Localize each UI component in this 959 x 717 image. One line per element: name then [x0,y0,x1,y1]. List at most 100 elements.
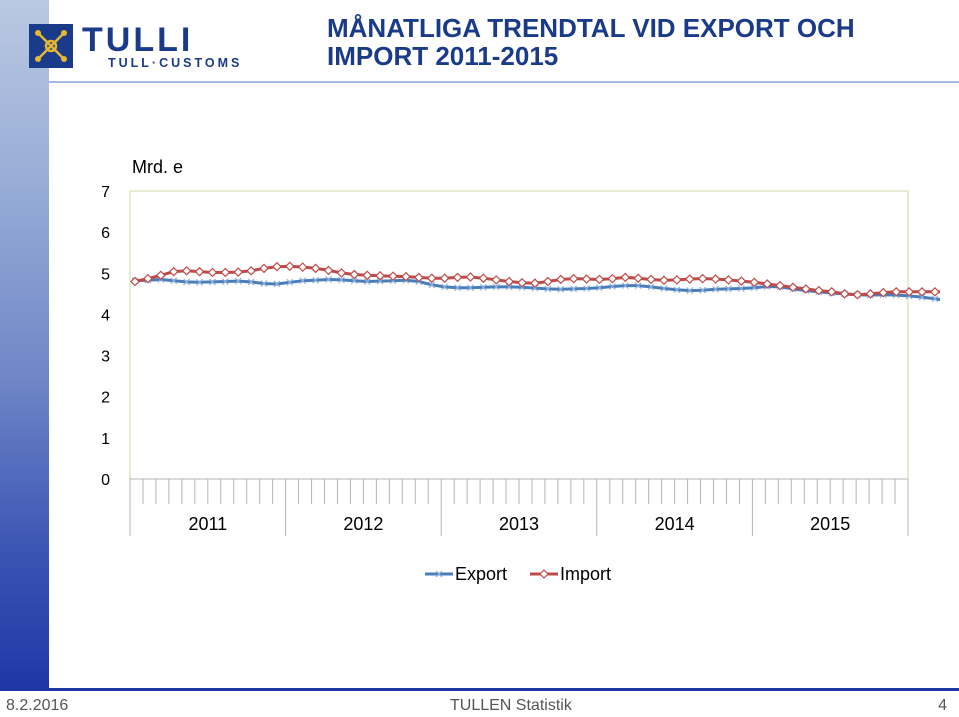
data-point-export [196,278,203,286]
data-point-export [183,278,191,286]
data-point-import [310,263,321,274]
data-point-export [221,278,229,285]
data-point-import [207,267,218,278]
data-point-import [401,271,411,282]
data-point-import [272,261,282,272]
data-point-export [634,282,642,290]
x-axis: 2011 2012 2013 2014 2015 [129,478,909,536]
footer-title: TULLEN Statistik [450,697,572,714]
data-point-import [130,276,140,287]
data-point-import [568,273,579,284]
data-point-export [505,283,513,291]
data-point-import [259,263,269,274]
footer-date: 8.2.2016 [6,697,69,714]
x-year-label: 2015 [810,514,850,534]
data-point-export [492,283,500,291]
data-point-import [646,274,656,285]
data-point-import [246,265,256,276]
data-point-export [350,277,358,285]
data-point-import [930,286,940,297]
title-divider [49,81,959,83]
y-tick-label: 1 [101,431,110,448]
data-point-import [323,265,334,276]
data-point-export [699,286,707,294]
data-point-export [454,284,461,292]
data-point-import [491,275,502,285]
slide-title: MÅNATLIGA TRENDTAL VID EXPORT OCH IMPORT… [327,13,855,71]
data-point-export [299,277,307,285]
data-point-export [673,286,681,294]
data-point-export [750,284,758,292]
data-point-import [517,277,527,288]
data-point-import [452,272,463,283]
legend: Export Import [425,564,611,584]
data-point-import [155,270,166,281]
data-point-import [736,276,747,286]
y-tick-label: 4 [101,307,110,324]
data-point-import [581,274,592,284]
data-point-export [428,281,436,289]
data-point-export [918,293,926,301]
data-point-import [865,289,876,299]
data-point-import [388,271,398,282]
y-tick-label: 6 [101,225,110,242]
y-tick-label: 3 [101,349,110,366]
logo-wordmark: TULLI [82,21,194,59]
decorative-side-band [0,0,49,688]
data-point-import [362,270,373,281]
y-tick-label: 0 [101,472,110,489]
data-point-export [208,278,216,286]
data-point-export [621,282,629,290]
data-point-import [801,284,811,294]
y-tick-label: 7 [101,184,110,201]
data-point-import [762,279,773,289]
data-point-import [555,274,566,285]
page-number: 4 [938,697,947,714]
data-point-import [284,261,295,272]
data-point-import [672,275,682,285]
data-point-import [607,273,618,284]
data-point-import [143,273,153,284]
data-point-import [530,278,540,289]
data-point-import [723,275,734,285]
data-point-import [813,285,824,296]
legend-item-import: Import [530,564,611,584]
line-chart: 0 1 2 3 4 5 6 7 Mrd. e 2011 2012 2013 2014 2015 Exp… [101,157,940,584]
data-point-export [441,283,449,291]
data-point-import [917,286,927,297]
data-point-import [878,287,889,298]
data-point-import [620,272,631,283]
data-point-import [181,265,192,276]
data-point-import [543,276,553,287]
data-point-import [349,269,360,280]
data-point-import [439,273,450,284]
data-point-export [686,287,694,294]
data-point-export [286,278,294,286]
data-point-import [891,286,902,297]
legend-item-export: Export [425,564,507,584]
x-year-label: 2011 [188,514,227,534]
data-point-export [376,277,384,285]
data-point-export [325,276,332,283]
data-point-export [583,285,590,292]
data-point-import [788,282,798,293]
data-point-export [273,280,281,288]
data-point-import [297,262,308,272]
data-point-export [544,285,552,293]
data-point-export [557,285,565,293]
data-point-import [710,274,721,284]
data-point-import [375,270,385,281]
data-point-import [168,266,179,277]
data-point-export [531,284,539,292]
data-point-import [413,272,424,283]
footer-band [0,688,959,717]
data-point-import [194,266,205,277]
data-point-export [467,284,474,292]
tulli-emblem-icon [29,24,73,68]
series-layer [130,261,940,303]
data-point-export [660,285,668,292]
y-axis-labels: 0 1 2 3 4 5 6 7 [101,184,110,489]
data-point-export [363,278,371,285]
data-point-export [479,283,487,291]
data-point-export [170,277,178,285]
